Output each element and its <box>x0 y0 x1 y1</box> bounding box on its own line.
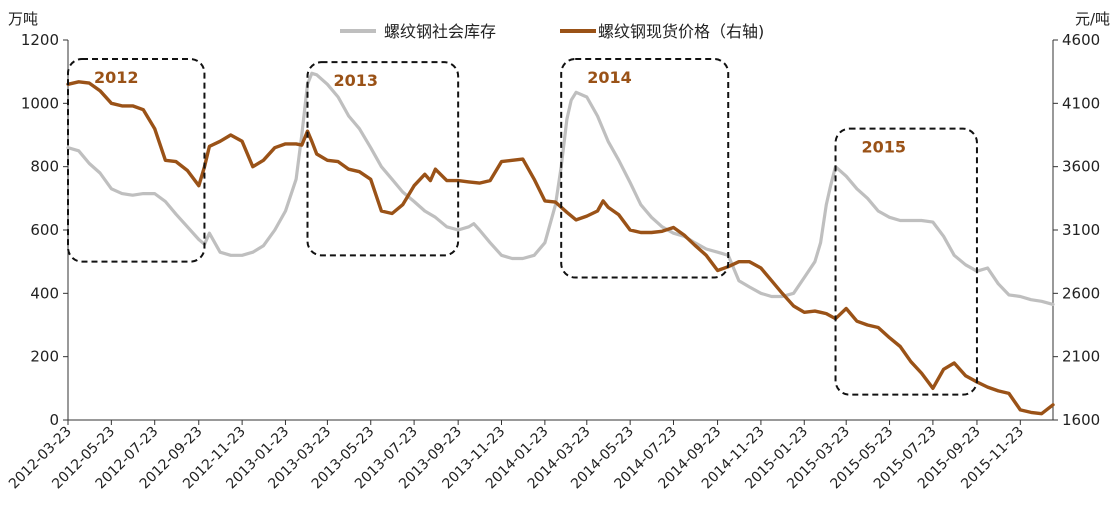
annotation-box-2013 <box>306 61 460 257</box>
left-tick-label: 800 <box>30 158 59 176</box>
right-tick-label: 4600 <box>1062 31 1100 49</box>
annotation-label-2014: 2014 <box>587 68 632 87</box>
right-tick-label: 1600 <box>1062 411 1100 429</box>
annotation-box-2015 <box>834 127 978 396</box>
annotation-box-2014 <box>560 58 730 279</box>
annotation-label-2012: 2012 <box>94 68 139 87</box>
right-unit-label: 元/吨 <box>1075 10 1110 28</box>
inventory-series-line <box>66 71 1055 306</box>
left-tick-label: 200 <box>30 348 59 366</box>
left-unit-label: 万吨 <box>8 10 38 28</box>
legend-label-1: 螺纹钢社会库存 <box>384 22 496 41</box>
annotation-label-2015: 2015 <box>862 138 907 157</box>
annotation-label-2013: 2013 <box>333 71 378 90</box>
price-series-line <box>66 80 1055 416</box>
right-tick-label: 2600 <box>1062 284 1100 302</box>
left-tick-label: 1200 <box>21 31 59 49</box>
left-tick-label: 0 <box>49 411 59 429</box>
left-tick-label: 1000 <box>21 94 59 112</box>
right-tick-label: 4100 <box>1062 94 1100 112</box>
right-tick-label: 3600 <box>1062 158 1100 176</box>
right-tick-label: 3100 <box>1062 221 1100 239</box>
annotation-box-2012 <box>67 58 206 263</box>
right-tick-label: 2100 <box>1062 348 1100 366</box>
left-tick-label: 400 <box>30 284 59 302</box>
left-tick-label: 600 <box>30 221 59 239</box>
legend-label-2: 螺纹钢现货价格（右轴) <box>598 22 764 41</box>
